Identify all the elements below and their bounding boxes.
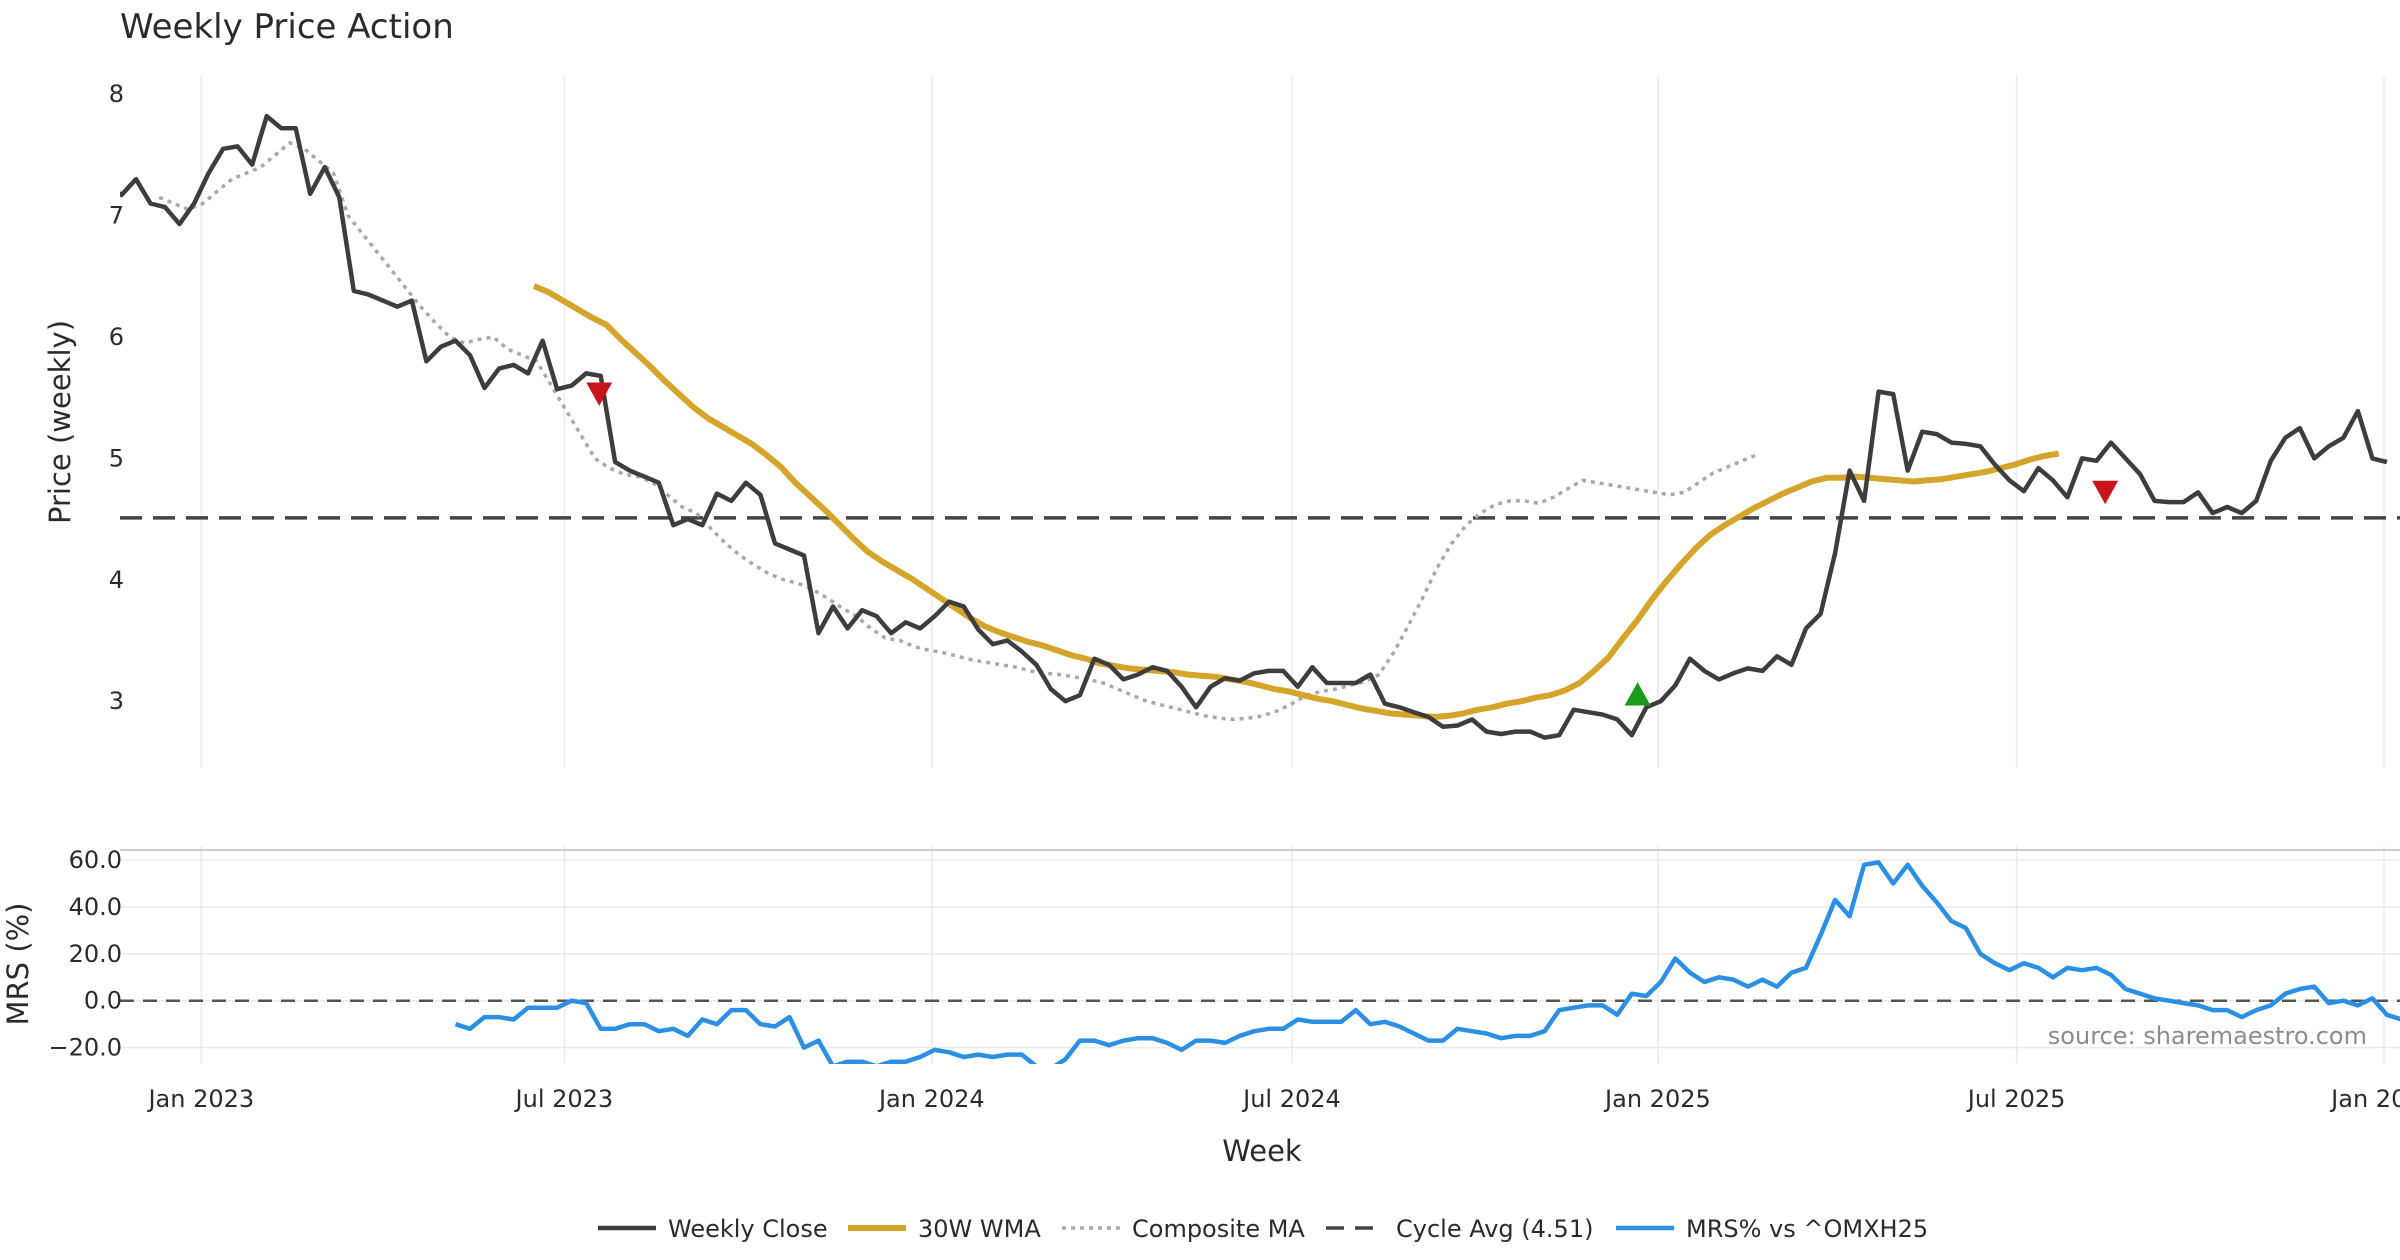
sell-signal-marker bbox=[586, 382, 612, 405]
price-y-axis-label: Price (weekly) bbox=[43, 320, 77, 524]
legend-label: Cycle Avg (4.51) bbox=[1396, 1215, 1593, 1243]
mrs-y-tick-label: 40.0 bbox=[69, 893, 122, 921]
legend-label: Weekly Close bbox=[668, 1215, 828, 1243]
mrs-y-tick-label: −20.0 bbox=[48, 1034, 122, 1062]
sell-signal-marker bbox=[2092, 481, 2118, 504]
price-chart: Weekly Price Action 3 4 5 6 7 8 −20.0 0.0 20.0 4… bbox=[0, 0, 2400, 1260]
mrs-y-ticks: −20.0 0.0 20.0 40.0 60.0 bbox=[48, 846, 122, 1062]
x-axis-label: Week bbox=[1222, 1134, 1302, 1168]
x-tick-label: Jan 2026 bbox=[2329, 1085, 2400, 1113]
buy-signal-marker bbox=[1625, 682, 1651, 705]
x-tick-label: Jan 2025 bbox=[1603, 1085, 1711, 1113]
legend-label: MRS% vs ^OMXH25 bbox=[1686, 1215, 1928, 1243]
legend-item: Cycle Avg (4.51) bbox=[1326, 1215, 1593, 1243]
price-y-tick-label: 5 bbox=[109, 444, 124, 472]
price-grid bbox=[201, 76, 2384, 768]
price-y-tick-label: 6 bbox=[109, 323, 124, 351]
legend-label: Composite MA bbox=[1132, 1215, 1305, 1243]
chart-stage: Weekly Price Action 3 4 5 6 7 8 −20.0 0.0 20.0 4… bbox=[0, 0, 2400, 1260]
legend-item: Weekly Close bbox=[598, 1215, 828, 1243]
price-y-ticks: 3 4 5 6 7 8 bbox=[109, 80, 124, 715]
x-tick-label: Jul 2024 bbox=[1241, 1085, 1341, 1113]
chart-title: Weekly Price Action bbox=[120, 7, 454, 47]
mrs-y-axis-label: MRS (%) bbox=[1, 903, 35, 1026]
source-label: source: sharemaestro.com bbox=[2048, 1022, 2367, 1050]
mrs-y-tick-label: 20.0 bbox=[69, 940, 122, 968]
price-y-tick-label: 3 bbox=[109, 687, 124, 715]
price-y-tick-label: 4 bbox=[109, 566, 124, 594]
x-axis-ticks: Jan 2023 Jul 2023 Jan 2024 Jul 2024 Jan 2025… bbox=[146, 1085, 2400, 1113]
price-plot-area bbox=[107, 116, 2400, 738]
legend-label: 30W WMA bbox=[918, 1215, 1041, 1243]
price-y-tick-label: 8 bbox=[109, 80, 124, 108]
weekly-close-line bbox=[107, 116, 2387, 738]
legend-item: MRS% vs ^OMXH25 bbox=[1616, 1215, 1928, 1243]
x-tick-label: Jan 2024 bbox=[877, 1085, 985, 1113]
legend-item: 30W WMA bbox=[848, 1215, 1041, 1243]
price-y-tick-label: 7 bbox=[109, 202, 124, 230]
x-tick-label: Jul 2025 bbox=[1966, 1085, 2066, 1113]
legend-item: Composite MA bbox=[1062, 1215, 1305, 1243]
composite-ma-line bbox=[159, 143, 1757, 720]
legend: Weekly Close 30W WMA Composite MA Cycle Avg… bbox=[598, 1215, 1928, 1243]
x-tick-label: Jul 2023 bbox=[514, 1085, 614, 1113]
mrs-y-tick-label: 60.0 bbox=[69, 846, 122, 874]
mrs-y-tick-label: 0.0 bbox=[84, 987, 122, 1015]
x-tick-label: Jan 2023 bbox=[146, 1085, 254, 1113]
